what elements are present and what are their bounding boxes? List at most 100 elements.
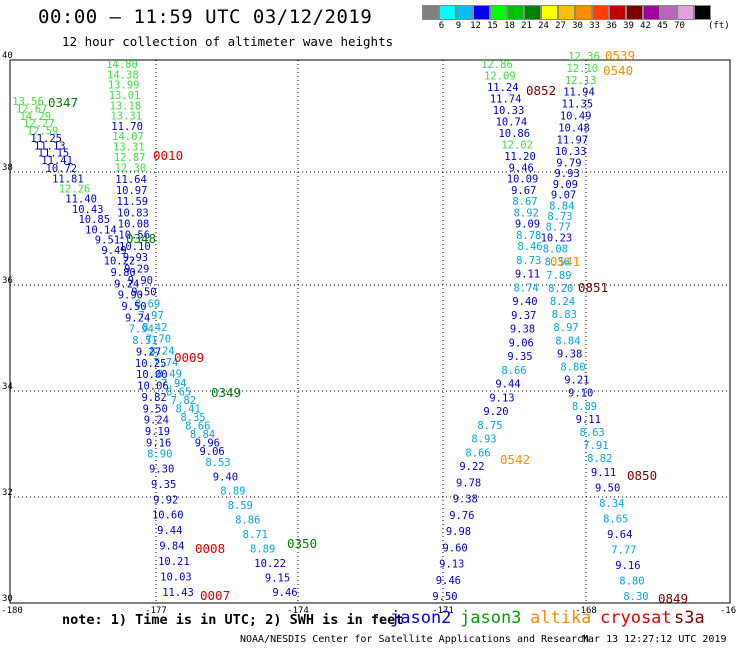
wave-height-label: 10.10 [119,241,151,253]
wave-height-label: 10.22 [254,558,286,570]
time-label: 0849 [658,591,688,606]
wave-height-label: 8.46 [517,241,542,253]
wave-height-label: 9.11 [515,269,540,281]
wave-height-label: 8.49 [157,369,182,381]
wave-height-label: 8.75 [477,420,502,432]
scale-swatch [677,5,694,20]
scale-swatch [609,5,626,20]
wave-height-label: 11.70 [111,121,143,133]
lat-tick-label: 32 [2,488,13,498]
wave-height-label: 9.22 [459,461,484,473]
wave-height-label: 8.89 [250,544,275,556]
wave-height-label: 11.97 [557,134,589,146]
scale-swatch [541,5,558,20]
wave-height-label: 8.74 [514,282,539,294]
lon-tick-label: -16 [720,606,736,616]
wave-height-label: 7.89 [546,270,571,282]
wave-height-label: 11.64 [115,174,147,186]
lon-tick-label: -171 [432,606,454,616]
wave-height-label: 11.20 [504,151,536,163]
wave-height-label: 9.20 [483,406,508,418]
wave-height-label: 8.20 [548,283,573,295]
wave-height-label: 7.94 [129,324,154,336]
wave-height-label: 7.91 [583,440,608,452]
lat-tick-label: 34 [2,382,13,392]
wave-height-label: 9.82 [141,392,166,404]
wave-height-label: 10.49 [560,111,592,123]
wave-height-label: 13.01 [109,90,141,102]
wave-height-label: 13.31 [113,142,145,154]
wave-height-label: 9.46 [436,575,461,587]
wave-height-label: 9.24 [125,312,150,324]
wave-height-label: 8.24 [550,296,575,308]
wave-height-label: 8.73 [516,255,541,267]
wave-height-label: 14.07 [112,131,144,143]
scale-swatch [575,5,592,20]
wave-height-label: 14.29 [19,111,51,123]
wave-height-label: 13.99 [108,80,140,92]
wave-height-label: 12.87 [114,152,146,164]
wave-height-label: 8.90 [147,449,172,461]
lat-tick-label: 40 [2,51,13,61]
wave-height-label: 11.25 [30,133,62,145]
time-label: 0349 [211,385,241,400]
scale-swatch [592,5,609,20]
wave-height-label: 9.15 [265,573,290,585]
wave-height-label: 8.65 [603,514,628,526]
wave-height-label: 8.80 [619,576,644,588]
wave-height-label: 9.09 [553,179,578,191]
wave-height-label: 9.67 [511,185,536,197]
wave-height-label: 9.07 [551,190,576,202]
wave-height-label: 12.26 [59,184,91,196]
wave-height-label: 9.35 [507,351,532,363]
time-label: 0540 [603,63,633,78]
wave-height-label: 9.46 [509,162,534,174]
wave-height-label: 10.97 [116,185,148,197]
time-label: 0007 [200,588,230,603]
wave-height-label: 11.74 [490,94,522,106]
scale-swatch [626,5,643,20]
wave-height-label: 9.16 [146,437,171,449]
lat-tick-label: 38 [2,163,13,173]
scale-label: 42 [640,21,651,31]
scale-label: 9 [455,21,462,31]
footer-note: note: 1) Time is in UTC; 2) SWH is in fe… [62,612,404,628]
scale-swatch [524,5,541,20]
map-title: 00:00 – 11:59 UTC 03/12/2019 [38,6,373,28]
wave-height-label: 9.38 [557,348,582,360]
time-label: 0350 [287,536,317,551]
wave-height-label: 11.35 [562,99,594,111]
plot-frame [9,59,731,604]
time-label: 0348 [126,231,156,246]
time-label: 0009 [174,350,204,365]
wave-height-label: 9.80 [110,267,135,279]
wave-height-label: 8.86 [235,515,260,527]
wave-height-label: 8.08 [543,244,568,256]
wave-height-label: 8.83 [552,309,577,321]
wave-height-label: 8.42 [142,322,167,334]
wave-height-label: 8.77 [546,222,571,234]
wave-height-label: 12.67 [16,103,48,115]
wave-height-label: 10.08 [118,219,150,231]
wave-height-label: 10.14 [85,224,117,236]
wave-height-label: 8.84 [190,429,215,441]
wave-height-label: 9.76 [449,510,474,522]
scale-label: 39 [623,21,634,31]
scale-swatch [558,5,575,20]
scale-label: 33 [589,21,600,31]
wave-height-label: 9.09 [515,219,540,231]
wave-height-label: 8.71 [243,529,268,541]
lon-tick-label: -174 [287,606,309,616]
wave-height-label: 10.72 [46,163,78,175]
wave-height-label: 8.82 [587,453,612,465]
wave-height-label: 10.43 [72,204,104,216]
legend-cryosat: cryosat [600,608,672,628]
wave-height-label: 10.00 [136,369,168,381]
wave-height-label: 8.24 [149,345,174,357]
wave-height-label: 9.79 [556,157,581,169]
wave-height-label: 9.64 [607,529,632,541]
wave-height-label: 10.60 [152,510,184,522]
wave-height-label: 9.51 [95,235,120,247]
scale-label: 45 [657,21,668,31]
